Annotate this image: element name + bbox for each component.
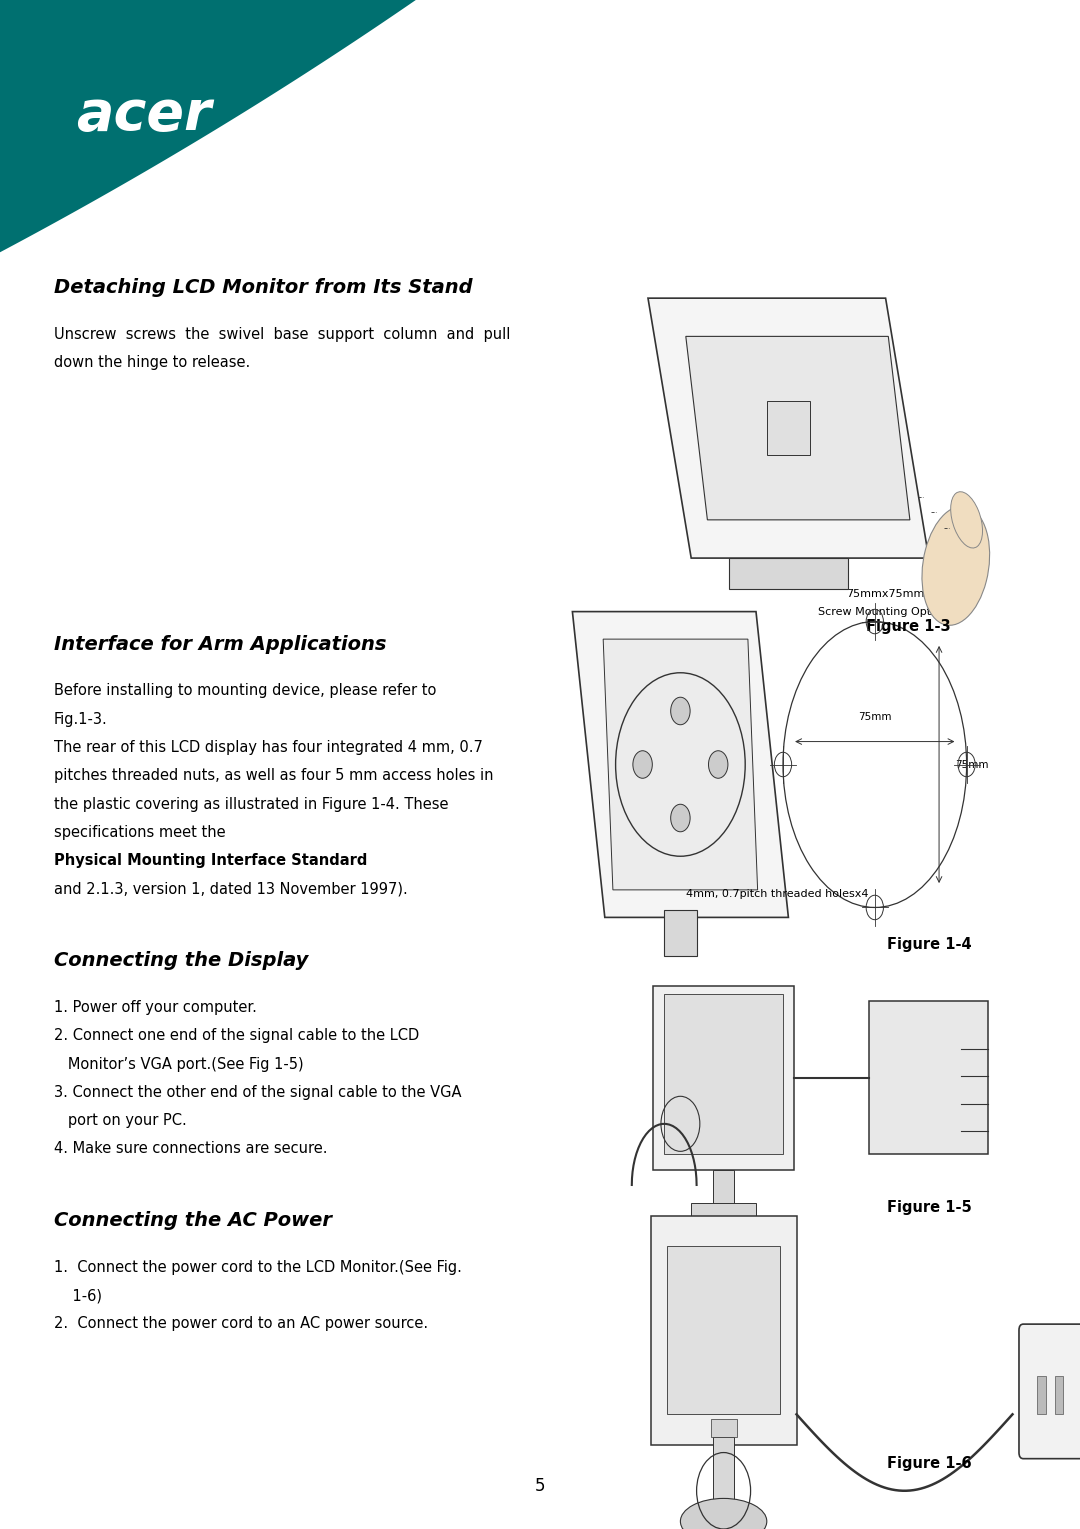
Polygon shape xyxy=(572,612,788,917)
Text: 75mm: 75mm xyxy=(956,760,989,769)
Text: Screw Mounting Options: Screw Mounting Options xyxy=(818,607,954,616)
Text: Figure 1-6: Figure 1-6 xyxy=(888,1456,972,1471)
FancyBboxPatch shape xyxy=(713,1170,734,1208)
Circle shape xyxy=(671,804,690,832)
Polygon shape xyxy=(0,0,1080,252)
Ellipse shape xyxy=(950,492,983,547)
Text: 2. Connect one end of the signal cable to the LCD: 2. Connect one end of the signal cable t… xyxy=(54,1027,419,1043)
Text: 3. Connect the other end of the signal cable to the VGA: 3. Connect the other end of the signal c… xyxy=(54,1086,461,1099)
Text: Fig.1-3.: Fig.1-3. xyxy=(54,713,108,726)
Text: Before installing to mounting device, please refer to: Before installing to mounting device, pl… xyxy=(54,683,436,699)
Polygon shape xyxy=(686,336,909,520)
Text: Figure 1-5: Figure 1-5 xyxy=(888,1200,972,1216)
Text: port on your PC.: port on your PC. xyxy=(54,1113,187,1128)
FancyBboxPatch shape xyxy=(667,1246,781,1414)
Text: Figure 1-3: Figure 1-3 xyxy=(866,619,950,635)
FancyBboxPatch shape xyxy=(1020,1324,1080,1459)
Text: Interface for Arm Applications: Interface for Arm Applications xyxy=(54,635,387,653)
Text: 75mmx75mm: 75mmx75mm xyxy=(847,589,924,598)
FancyBboxPatch shape xyxy=(767,401,810,456)
Text: Physical Mounting Interface Standard: Physical Mounting Interface Standard xyxy=(54,853,367,868)
FancyBboxPatch shape xyxy=(729,558,848,589)
Ellipse shape xyxy=(680,1498,767,1529)
Circle shape xyxy=(708,751,728,778)
Text: The rear of this LCD display has four integrated 4 mm, 0.7: The rear of this LCD display has four in… xyxy=(54,740,483,755)
Text: 5: 5 xyxy=(535,1477,545,1495)
Text: Connecting the Display: Connecting the Display xyxy=(54,951,309,969)
FancyBboxPatch shape xyxy=(1037,1376,1045,1414)
Text: 4mm, 0.7pitch threaded holesx4: 4mm, 0.7pitch threaded holesx4 xyxy=(687,888,868,899)
FancyBboxPatch shape xyxy=(711,1419,737,1437)
Text: 1. Power off your computer.: 1. Power off your computer. xyxy=(54,1000,257,1015)
FancyBboxPatch shape xyxy=(664,994,783,1154)
FancyBboxPatch shape xyxy=(650,1216,797,1445)
Circle shape xyxy=(671,697,690,725)
Text: pitches threaded nuts, as well as four 5 mm access holes in: pitches threaded nuts, as well as four 5… xyxy=(54,768,494,783)
Text: Connecting the AC Power: Connecting the AC Power xyxy=(54,1211,332,1229)
Text: Unscrew  screws  the  swivel  base  support  column  and  pull: Unscrew screws the swivel base support c… xyxy=(54,327,511,342)
Text: and 2.1.3, version 1, dated 13 November 1997).: and 2.1.3, version 1, dated 13 November … xyxy=(54,881,408,896)
Ellipse shape xyxy=(922,506,989,625)
Polygon shape xyxy=(648,298,929,558)
FancyBboxPatch shape xyxy=(664,910,697,956)
Circle shape xyxy=(633,751,652,778)
FancyBboxPatch shape xyxy=(869,1001,988,1154)
Text: 1-6): 1-6) xyxy=(54,1287,102,1303)
FancyBboxPatch shape xyxy=(713,1437,734,1506)
Text: 4. Make sure connections are secure.: 4. Make sure connections are secure. xyxy=(54,1142,327,1156)
Text: 2.  Connect the power cord to an AC power source.: 2. Connect the power cord to an AC power… xyxy=(54,1316,428,1332)
Text: specifications meet the: specifications meet the xyxy=(54,826,230,839)
Text: acer: acer xyxy=(76,87,211,142)
Text: Figure 1-4: Figure 1-4 xyxy=(888,937,972,953)
Text: 1.  Connect the power cord to the LCD Monitor.(See Fig.: 1. Connect the power cord to the LCD Mon… xyxy=(54,1260,462,1275)
FancyBboxPatch shape xyxy=(1055,1376,1063,1414)
Text: Detaching LCD Monitor from Its Stand: Detaching LCD Monitor from Its Stand xyxy=(54,278,473,297)
Text: 75mm: 75mm xyxy=(858,711,892,722)
FancyBboxPatch shape xyxy=(653,986,794,1170)
Text: Monitor’s VGA port.(See Fig 1-5): Monitor’s VGA port.(See Fig 1-5) xyxy=(54,1057,303,1072)
Text: down the hinge to release.: down the hinge to release. xyxy=(54,356,251,370)
Text: the plastic covering as illustrated in Figure 1-4. These: the plastic covering as illustrated in F… xyxy=(54,797,448,812)
FancyBboxPatch shape xyxy=(691,1203,756,1219)
Polygon shape xyxy=(604,639,757,890)
